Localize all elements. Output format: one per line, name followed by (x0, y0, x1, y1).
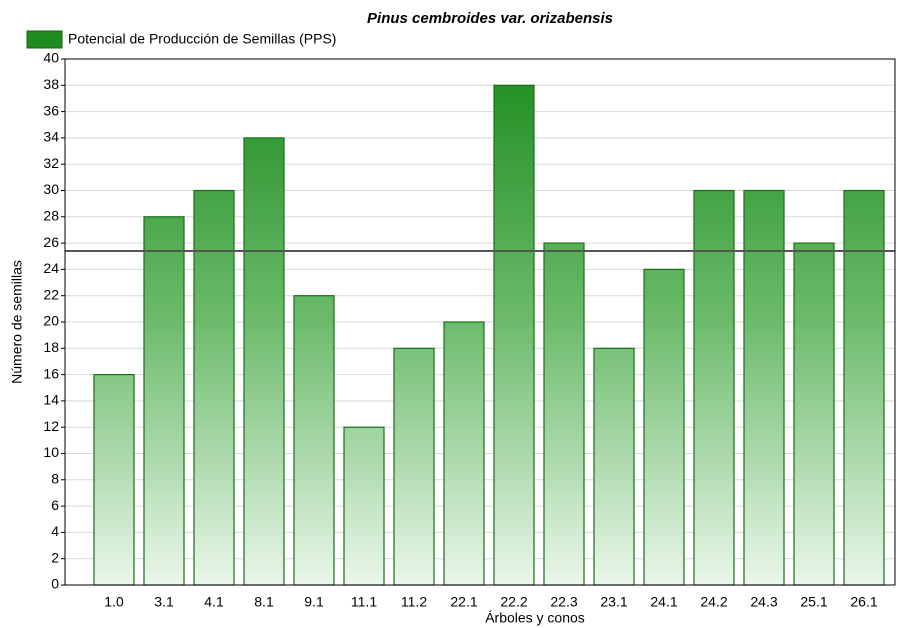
bar (393, 347, 435, 586)
y-tick-label: 20 (43, 313, 59, 329)
x-tick-label: 4.1 (204, 594, 224, 610)
y-tick-label: 34 (43, 129, 59, 145)
x-tick-label: 23.1 (600, 594, 627, 610)
x-tick-label: 26.1 (850, 594, 877, 610)
y-tick-label: 22 (43, 286, 59, 302)
x-tick-label: 22.1 (450, 594, 477, 610)
bar (793, 242, 835, 586)
y-tick-label: 16 (43, 365, 59, 381)
bar (93, 374, 135, 586)
legend-label: Potencial de Producción de Semillas (PPS… (68, 31, 336, 47)
x-tick-label: 8.1 (254, 594, 274, 610)
x-tick-label: 24.2 (700, 594, 727, 610)
x-tick-label: 9.1 (304, 594, 324, 610)
y-tick-label: 8 (51, 471, 59, 487)
bar (343, 426, 385, 586)
y-tick-label: 12 (43, 418, 59, 434)
y-tick-label: 10 (43, 444, 59, 460)
x-tick-label: 1.0 (104, 594, 124, 610)
y-tick-label: 4 (51, 523, 59, 539)
y-tick-label: 14 (43, 392, 59, 408)
x-tick-label: 22.2 (500, 594, 527, 610)
x-tick-label: 11.2 (401, 594, 427, 610)
bar (593, 347, 635, 586)
x-tick-label: 24.1 (650, 594, 677, 610)
x-tick-label: 3.1 (154, 594, 174, 610)
y-tick-label: 30 (43, 181, 59, 197)
bar (243, 137, 285, 586)
bar (843, 189, 885, 586)
legend-swatch (26, 30, 63, 49)
plot-border (64, 58, 896, 586)
y-tick-label: 24 (43, 260, 59, 276)
y-axis-label: Número de semillas (9, 260, 25, 384)
bar (493, 84, 535, 586)
bar (193, 189, 235, 586)
y-tick-label: 26 (43, 234, 59, 250)
y-tick-label: 18 (43, 339, 59, 355)
bar (143, 216, 185, 586)
bar (543, 242, 585, 586)
x-tick-label: 24.3 (750, 594, 777, 610)
bar (643, 268, 685, 586)
y-tick-label: 2 (51, 549, 59, 565)
x-tick-label: 25.1 (800, 594, 827, 610)
x-tick-label: 11.1 (351, 594, 377, 610)
y-tick-label: 28 (43, 208, 59, 224)
bar (293, 295, 335, 586)
y-tick-label: 36 (43, 102, 59, 118)
chart-title: Pinus cembroides var. orizabensis (367, 10, 613, 27)
y-tick-label: 6 (51, 497, 59, 513)
y-tick-label: 0 (51, 576, 59, 592)
y-tick-label: 40 (43, 50, 59, 66)
y-tick-label: 32 (43, 155, 59, 171)
bar (443, 321, 485, 586)
bar (693, 189, 735, 586)
x-tick-label: 22.3 (550, 594, 577, 610)
bar (743, 189, 785, 586)
y-tick-label: 38 (43, 76, 59, 92)
x-axis-label: Árboles y conos (485, 610, 585, 626)
